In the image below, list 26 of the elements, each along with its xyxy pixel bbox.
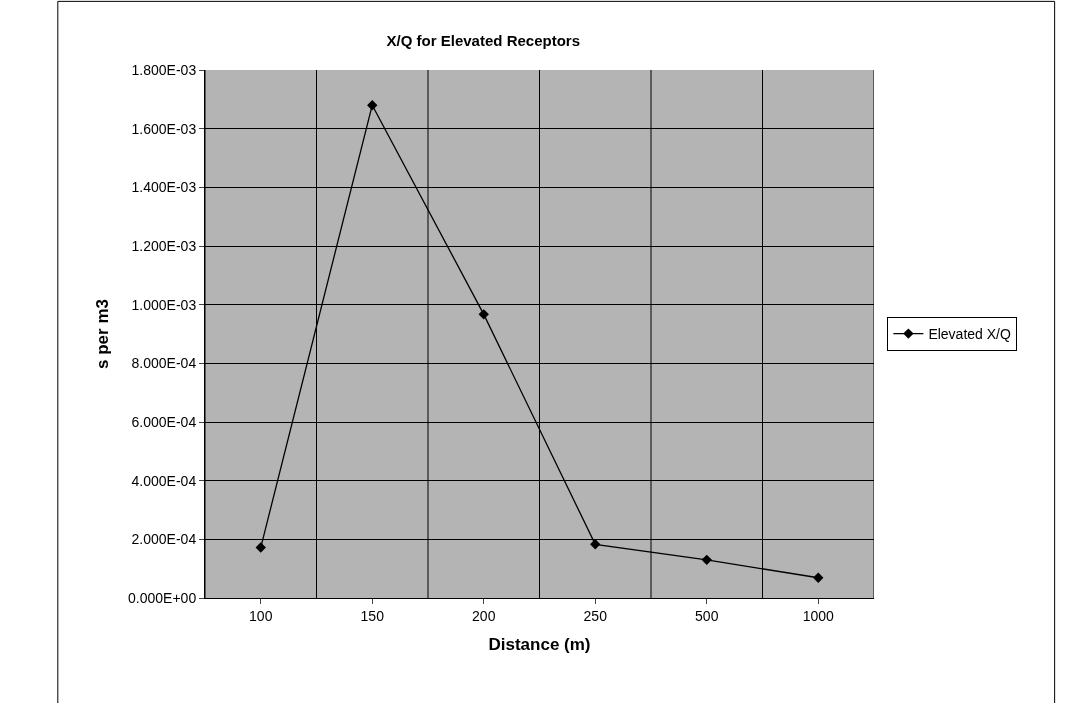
y-tick-label: 2.000E-04 <box>131 531 197 548</box>
x-axis-title: Distance (m) <box>488 635 591 655</box>
point <box>813 572 824 583</box>
y-tick-label: 1.400E-03 <box>131 179 197 196</box>
y-tick-label: 1.600E-03 <box>131 120 197 137</box>
point <box>701 554 712 566</box>
y-tick-label: 1.800E-03 <box>131 61 197 78</box>
y-tick-label: 4.000E-04 <box>131 472 197 489</box>
y-tick-label: 0.000E+00 <box>128 589 197 606</box>
x-tick-label: 1000 <box>802 607 835 624</box>
point <box>590 539 601 550</box>
x-tick-label: 200 <box>472 607 496 624</box>
y-axis-title: s per m3 <box>92 299 112 369</box>
y-tick-label: 1.200E-03 <box>131 237 197 254</box>
x-tick-label: 150 <box>360 607 385 624</box>
chart-title: X/Q for Elevated Receptors <box>386 31 580 49</box>
point <box>478 309 489 320</box>
x-tick-label: 500 <box>695 607 719 624</box>
y-tick-label: 1.000E-03 <box>131 296 197 313</box>
point <box>367 100 378 111</box>
y-tick-label: 6.000E-04 <box>131 413 197 430</box>
x-tick-label: 100 <box>249 607 273 624</box>
x-tick-label: 250 <box>583 607 608 624</box>
point <box>255 542 266 553</box>
y-tick-label: 8.000E-04 <box>131 355 197 372</box>
legend-label: Elevated X/Q <box>928 326 1011 343</box>
